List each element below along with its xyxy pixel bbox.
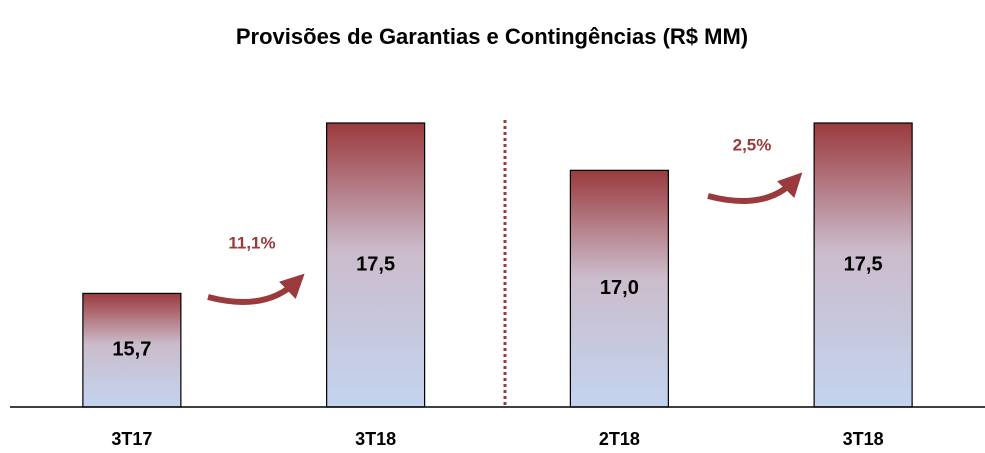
value-label: 17,5 — [844, 253, 883, 275]
value-label: 15,7 — [112, 338, 151, 360]
annotation: 11,1% — [228, 233, 275, 252]
x-tick-label: 3T17 — [111, 429, 152, 449]
annotation: 2,5% — [733, 135, 772, 154]
value-label: 17,0 — [600, 277, 639, 299]
growth-arrow — [207, 273, 305, 305]
bar — [326, 122, 426, 408]
x-tick-label: 2T18 — [599, 429, 640, 449]
chart-title: Provisões de Garantias e Contingências (… — [236, 24, 748, 49]
x-tick-label: 3T18 — [843, 429, 884, 449]
bar — [569, 169, 669, 408]
x-tick-label: 3T18 — [355, 429, 396, 449]
bar — [813, 122, 913, 408]
growth-arrow — [707, 172, 803, 204]
bar — [82, 292, 182, 408]
value-label: 17,5 — [356, 253, 395, 275]
